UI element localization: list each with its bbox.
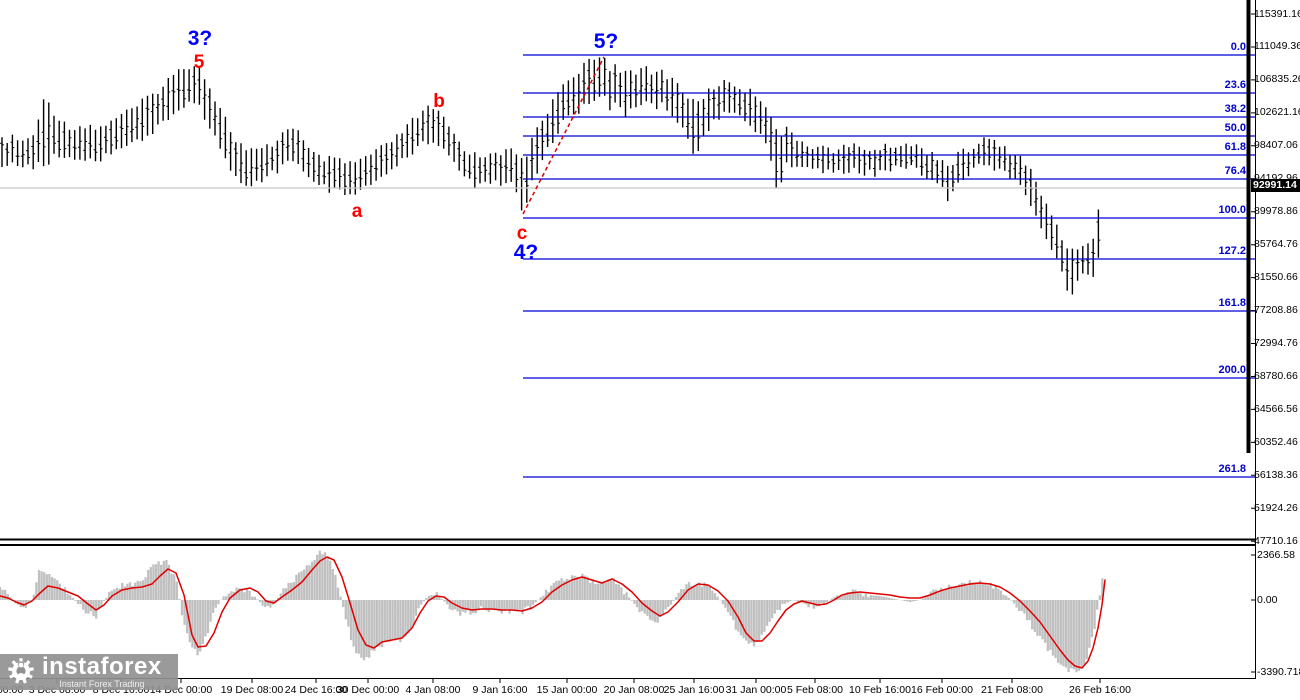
price-axis-label: 64566.56: [1254, 402, 1298, 415]
fib-level-label: 50.0: [1224, 122, 1246, 134]
time-axis-label: 4 Jan 08:00: [405, 684, 461, 696]
time-axis-label: 20 Jan 08:00: [603, 684, 665, 696]
price-axis-label: 85764.76: [1254, 238, 1298, 251]
time-axis-label: 10 Feb 16:00: [849, 684, 911, 696]
time-axis-label: 21 Feb 08:00: [981, 684, 1043, 696]
fib-level-label: 100.0: [1218, 204, 1246, 216]
time-axis-label: 30 Dec 00:00: [336, 684, 400, 696]
time-axis-label: 9 Jan 16:00: [472, 684, 528, 696]
price-axis-label: 89978.86: [1254, 205, 1298, 218]
price-axis-label: 102621.16: [1254, 106, 1300, 119]
oscillator-axis-label: -3390.718: [1257, 665, 1300, 678]
price-axis-label: 60352.46: [1254, 435, 1298, 448]
current-price-badge: 92991.14: [1251, 179, 1300, 192]
time-axis-label: 31 Jan 00:00: [725, 684, 787, 696]
watermark-tagline: Instant Forex Trading: [59, 679, 145, 689]
fib-level-label: 61.8: [1224, 141, 1246, 153]
fib-level-label: 127.2: [1218, 245, 1246, 257]
wave-label-c[interactable]: c: [516, 223, 528, 244]
instaforex-watermark: instaforex Instant Forex Trading: [0, 654, 178, 690]
price-axis-label: 106835.26: [1254, 73, 1300, 86]
price-axis-label: 81550.66: [1254, 271, 1298, 284]
fib-level-label: 261.8: [1218, 463, 1246, 475]
fib-level-label: 0.0: [1230, 41, 1246, 53]
fib-level-label: 161.8: [1218, 297, 1246, 309]
instaforex-logo-icon: [6, 654, 38, 691]
price-axis-label: 56138.36: [1254, 468, 1298, 481]
price-axis-label: 72994.76: [1254, 337, 1298, 349]
wave-label-3q[interactable]: 3?: [187, 27, 213, 50]
fib-level-label: 200.0: [1218, 364, 1246, 376]
watermark-brand: instaforex: [42, 653, 162, 680]
time-axis-label: 16 Feb 00:00: [911, 684, 973, 696]
wave-label-5q[interactable]: 5?: [593, 30, 619, 53]
time-axis-label: 5 Feb 08:00: [786, 684, 844, 696]
fib-level-label: 76.4: [1224, 165, 1246, 177]
price-axis-label: 111049.36: [1254, 40, 1300, 53]
wave-label-b[interactable]: b: [433, 91, 445, 112]
watermark-text: instaforex Instant Forex Trading: [42, 655, 162, 689]
price-axis-label: 47710.16: [1254, 534, 1298, 547]
price-axis-label: 77208.86: [1254, 304, 1298, 317]
oscillator-axis-label: 0.00: [1257, 593, 1278, 606]
price-axis-label: 51924.26: [1254, 501, 1298, 514]
wave-label-4q[interactable]: 4?: [513, 241, 539, 264]
time-axis-label: 26 Feb 16:00: [1069, 684, 1131, 696]
price-axis-label: 98407.06: [1254, 139, 1298, 152]
price-axis-label: 115391.16: [1254, 7, 1300, 20]
fib-level-label: 23.6: [1224, 79, 1246, 91]
oscillator-axis-label: 2366.58: [1257, 548, 1295, 561]
wave-label-a[interactable]: a: [351, 201, 363, 222]
time-axis-label: 25 Jan 16:00: [663, 684, 725, 696]
time-axis-label: 24 Dec 16:00: [284, 684, 348, 696]
fib-level-label: 38.2: [1224, 103, 1246, 115]
time-axis-label: 15 Jan 00:00: [536, 684, 598, 696]
time-axis-label: 19 Dec 08:00: [220, 684, 284, 696]
price-axis-label: 68780.66: [1254, 369, 1298, 382]
wave-label-5[interactable]: 5: [193, 52, 205, 73]
